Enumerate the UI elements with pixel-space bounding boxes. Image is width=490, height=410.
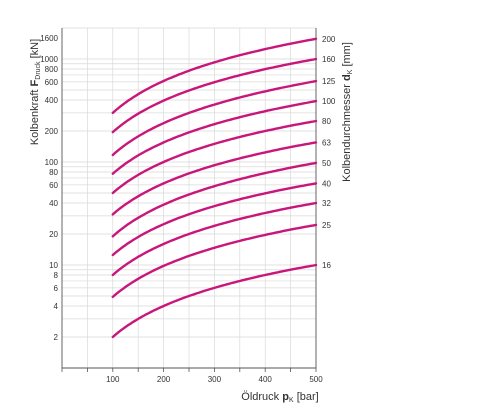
series-line-160 [111, 57, 318, 134]
y-tick-label: 1000 [40, 55, 58, 64]
series-label-200: 200 [322, 35, 336, 44]
series-labels: 200 160 125 100 80 63 50 40 32 25 16 [322, 35, 336, 270]
y-tick-label: 100 [45, 158, 59, 167]
series-lines [111, 37, 318, 339]
y-tick-label: 10 [49, 261, 58, 270]
x-axis-title: Öldruck pK [bar] [241, 391, 318, 404]
y-tick-label: 200 [45, 127, 59, 136]
series-line-16 [111, 263, 318, 339]
y-tick-label: 600 [45, 78, 59, 87]
grid [62, 27, 316, 369]
y-tick-label: 80 [49, 168, 58, 177]
series-label-25: 25 [322, 221, 331, 230]
series-label-50: 50 [322, 159, 331, 168]
y-tick-label: 6 [54, 284, 59, 293]
series-label-80: 80 [322, 117, 331, 126]
series-line-80 [111, 119, 318, 195]
series-label-16: 16 [322, 261, 331, 270]
x-tick-label: 300 [208, 375, 222, 384]
series-label-32: 32 [322, 199, 331, 208]
x-tick-label: 100 [106, 375, 120, 384]
series-line-32 [111, 201, 318, 277]
y-tick-label: 400 [45, 96, 59, 105]
series-line-100 [111, 99, 318, 175]
y-tick-label: 40 [49, 199, 58, 208]
series-label-40: 40 [322, 179, 331, 188]
x-tick-labels: 100 200 300 400 500 [106, 375, 323, 384]
series-label-160: 160 [322, 55, 336, 64]
y-axis-title-left: Kolbenkraft FDruck [kN] [29, 39, 42, 145]
series-line-25 [111, 223, 318, 299]
series-label-100: 100 [322, 97, 336, 106]
axes [61, 28, 317, 372]
y-tick-label: 2 [54, 333, 59, 342]
series-line-40 [111, 182, 318, 257]
x-tick-label: 500 [309, 375, 323, 384]
series-line-63 [111, 141, 318, 216]
x-tick-label: 400 [259, 375, 273, 384]
series-line-200 [111, 37, 318, 115]
y-tick-label: 20 [49, 230, 58, 239]
y-axis-title-right: Kolbendurchmesser dK [mm] [341, 42, 354, 182]
x-tick-label: 200 [157, 375, 171, 384]
y-tick-label: 4 [54, 302, 59, 311]
series-line-125 [111, 79, 318, 157]
series-line-50 [111, 161, 318, 238]
y-tick-label: 60 [49, 181, 58, 190]
series-label-125: 125 [322, 77, 336, 86]
y-tick-label: 8 [54, 271, 59, 280]
series-label-63: 63 [322, 138, 331, 147]
y-tick-label: 1600 [40, 34, 58, 43]
y-tick-label: 800 [45, 65, 59, 74]
